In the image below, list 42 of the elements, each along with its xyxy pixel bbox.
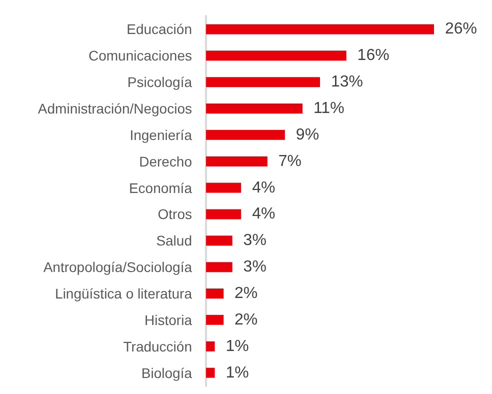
y-tick-label: Comunicaciones <box>88 48 192 64</box>
bar <box>206 236 232 246</box>
bar <box>206 156 268 166</box>
bar <box>206 104 302 114</box>
y-tick-label: Lingüística o literatura <box>55 286 192 302</box>
data-label: 2% <box>234 285 258 302</box>
bar <box>206 368 215 378</box>
data-label: 2% <box>234 311 258 328</box>
bar <box>206 77 320 88</box>
y-tick-label: Psicología <box>127 74 192 90</box>
data-label: 7% <box>278 152 302 170</box>
data-label: 3% <box>243 258 266 276</box>
bar <box>206 262 232 272</box>
y-tick-label: Otros <box>158 206 192 222</box>
y-tick-label: Ingeniería <box>130 126 192 143</box>
data-label: 13% <box>331 74 364 91</box>
y-tick-label: Biología <box>141 364 192 381</box>
data-label: 4% <box>252 179 276 196</box>
bar <box>206 50 346 61</box>
data-label: 11% <box>313 100 344 117</box>
data-label: 4% <box>252 206 276 223</box>
data-label: 9% <box>296 126 320 144</box>
data-label: 1% <box>226 364 249 382</box>
y-tick-label: Administración/Negocios <box>38 100 192 116</box>
y-tick-label: Antropología/Sociología <box>43 259 192 276</box>
y-tick-label: Derecho <box>139 153 192 170</box>
y-tick-label: Salud <box>156 232 192 249</box>
data-label: 3% <box>243 232 266 250</box>
bar <box>206 341 215 352</box>
data-label: 26% <box>445 20 478 38</box>
bar <box>206 130 285 140</box>
bar <box>206 24 434 34</box>
y-tick-label: Traducción <box>123 338 192 354</box>
bar <box>206 182 242 193</box>
data-label: 16% <box>357 47 390 64</box>
y-tick-label: Educación <box>126 21 192 38</box>
y-tick-label: Economía <box>128 180 192 196</box>
y-tick-label: Historia <box>144 312 192 328</box>
bar <box>206 288 224 298</box>
bar <box>206 314 224 325</box>
bar <box>206 209 242 220</box>
data-label: 1% <box>226 338 249 355</box>
